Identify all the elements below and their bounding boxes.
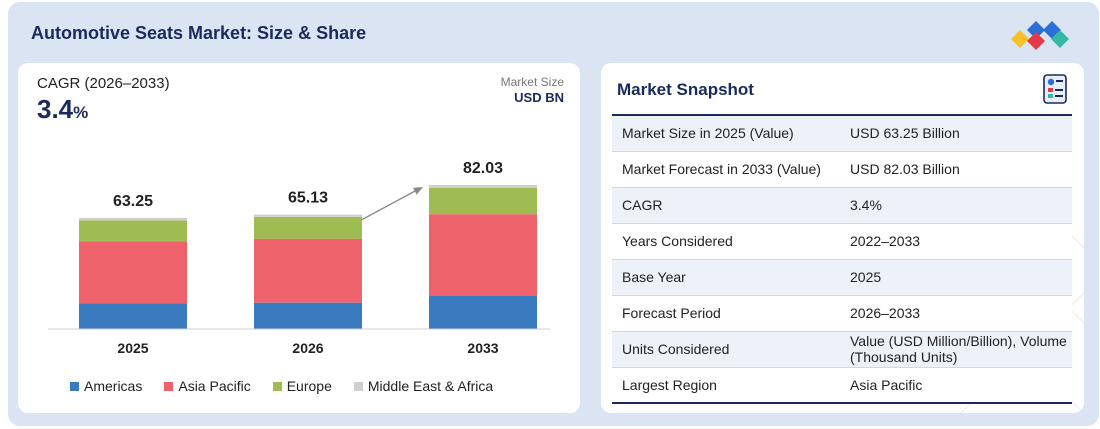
unit-value: USD BN bbox=[514, 90, 564, 105]
snapshot-row: Base Year 2025 bbox=[612, 259, 1072, 296]
bar-2033-europe bbox=[429, 187, 537, 215]
snapshot-row: Years Considered 2022–2033 bbox=[612, 223, 1072, 260]
cagr-number: 3.4 bbox=[37, 94, 74, 124]
snapshot-row: Largest Region Asia Pacific bbox=[612, 367, 1072, 404]
snapshot-value: Value (USD Million/Billion), Volume (Tho… bbox=[840, 331, 1072, 368]
bar-2033-americas bbox=[429, 296, 537, 329]
bar-2025-middle-east-africa bbox=[79, 217, 187, 221]
cagr-value: 3.4% bbox=[37, 94, 88, 125]
legend-label: Americas bbox=[84, 378, 143, 394]
bar-2026-middle-east-africa bbox=[254, 214, 362, 217]
cagr-label: CAGR (2026–2033) bbox=[37, 75, 170, 92]
bar-2033-middle-east-africa bbox=[429, 185, 537, 188]
snapshot-key: Years Considered bbox=[612, 223, 840, 260]
cagr-unit: % bbox=[73, 103, 89, 122]
bar-2025-europe bbox=[79, 220, 187, 242]
snapshot-row: Market Forecast in 2033 (Value) USD 82.03… bbox=[612, 151, 1072, 188]
total-label-2026: 65.13 bbox=[288, 190, 328, 207]
legend-item-americas: Americas bbox=[70, 378, 142, 394]
snapshot-key: Market Size in 2025 (Value) bbox=[612, 114, 840, 152]
snapshot-value: USD 82.03 Billion bbox=[840, 151, 1072, 188]
page-title: Automotive Seats Market: Size & Share bbox=[31, 23, 367, 43]
bar-2026-europe bbox=[254, 217, 362, 239]
bar-2033-asia-pacific bbox=[429, 214, 537, 296]
snapshot-value: 2022–2033 bbox=[840, 223, 1072, 260]
bar-2026-americas bbox=[254, 302, 362, 329]
x-tick-label-2026: 2026 bbox=[292, 340, 323, 356]
bar-2025-asia-pacific bbox=[79, 241, 187, 304]
snapshot-key: Base Year bbox=[612, 259, 840, 296]
snapshot-value: USD 63.25 Billion bbox=[840, 114, 1072, 152]
unit-label: Market Size bbox=[500, 75, 564, 89]
legend-item-europe: Europe bbox=[272, 378, 332, 394]
trend-arrow-head bbox=[413, 186, 423, 195]
snapshot-row: Forecast Period 2026–2033 bbox=[612, 295, 1072, 332]
legend-item-asia-pacific: Asia Pacific bbox=[164, 378, 251, 394]
snapshot-row: Units Considered Value (USD Million/Billi… bbox=[612, 331, 1072, 368]
legend-swatch bbox=[272, 381, 282, 391]
chart-legend: Americas Asia Pacific Europe Middle East & … bbox=[70, 378, 493, 394]
snapshot-title: Market Snapshot bbox=[617, 80, 754, 99]
snapshot-value: 2026–2033 bbox=[840, 295, 1072, 332]
snapshot-table: Market Size in 2025 (Value) USD 63.25 Bil… bbox=[612, 114, 1072, 404]
snapshot-row: CAGR 3.4% bbox=[612, 187, 1072, 224]
brand-logo-icon bbox=[1011, 21, 1069, 50]
snapshot-key: Units Considered bbox=[612, 331, 840, 368]
legend-label: Middle East & Africa bbox=[367, 378, 494, 394]
x-tick-label-2033: 2033 bbox=[467, 340, 498, 356]
snapshot-key: Market Forecast in 2033 (Value) bbox=[612, 151, 840, 188]
bar-2026-asia-pacific bbox=[254, 238, 362, 303]
trend-arrow-line bbox=[361, 189, 418, 221]
snapshot-key: Largest Region bbox=[612, 367, 840, 404]
legend-item-middle-east-africa: Middle East & Africa bbox=[353, 378, 494, 394]
legend-swatch bbox=[164, 381, 174, 391]
snapshot-key: CAGR bbox=[612, 187, 840, 224]
report-icon bbox=[1043, 74, 1067, 104]
legend-swatch bbox=[70, 381, 79, 391]
snapshot-value: Asia Pacific bbox=[840, 367, 1072, 404]
legend-label: Europe bbox=[286, 378, 332, 394]
bar-2025-americas bbox=[79, 303, 187, 329]
x-tick-label-2025: 2025 bbox=[117, 340, 148, 356]
total-label-2033: 82.03 bbox=[463, 160, 503, 177]
snapshot-value: 2025 bbox=[840, 259, 1072, 296]
stacked-bar-chart: 63.25 2025 65.13 2026 82.03 2033 bbox=[48, 160, 550, 356]
snapshot-key: Forecast Period bbox=[612, 295, 840, 332]
snapshot-row: Market Size in 2025 (Value) USD 63.25 Bil… bbox=[612, 114, 1072, 152]
legend-label: Asia Pacific bbox=[178, 378, 251, 394]
legend-swatch bbox=[353, 381, 363, 391]
snapshot-value: 3.4% bbox=[840, 187, 1072, 224]
total-label-2025: 63.25 bbox=[113, 193, 153, 210]
